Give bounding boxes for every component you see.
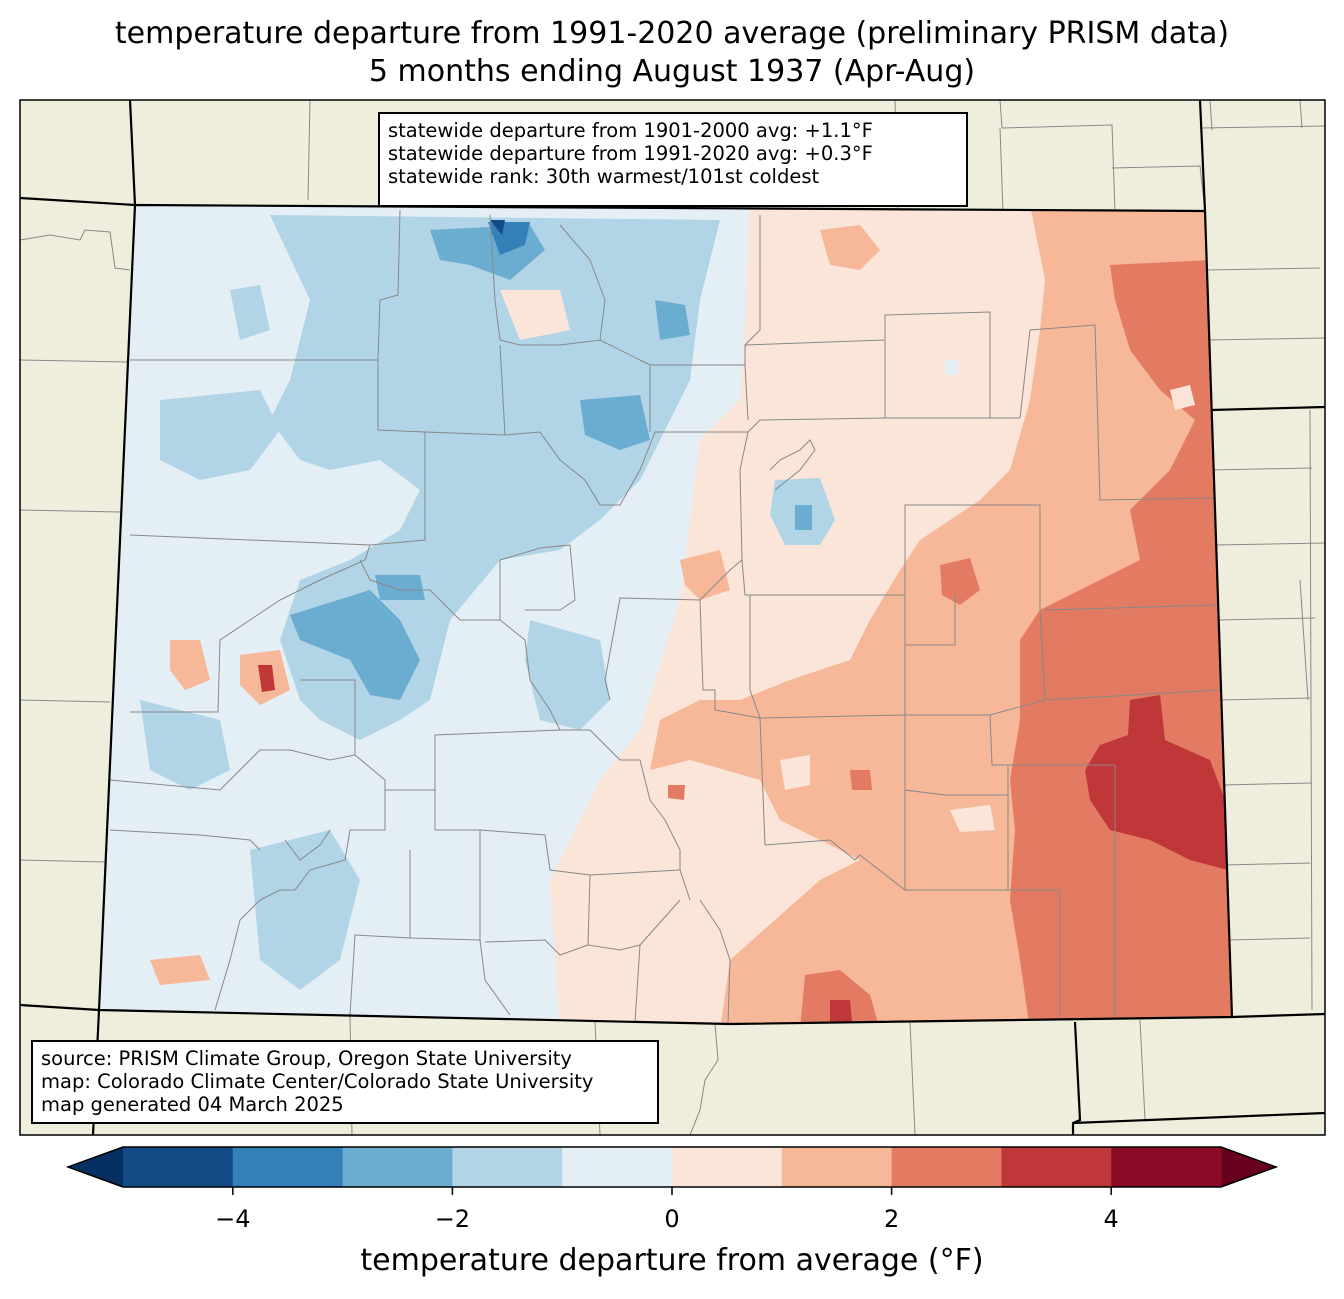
colorbar-tick-label: 4 bbox=[1103, 1205, 1119, 1233]
colorbar-bin-6 bbox=[781, 1147, 893, 1187]
map-title: temperature departure from 1991-2020 ave… bbox=[114, 16, 1230, 51]
map-frame bbox=[19, 99, 1326, 1136]
statewide-stats-box: statewide departure from 1901-2000 avg: … bbox=[378, 112, 968, 207]
colorbar-tick-label: −4 bbox=[215, 1205, 251, 1233]
credits-box: source: PRISM Climate Group, Oregon Stat… bbox=[31, 1040, 659, 1124]
colorbar-bin-7 bbox=[891, 1147, 1002, 1187]
stats-line-3: statewide rank: 30th warmest/101st colde… bbox=[388, 165, 820, 188]
colorbar-tick-label: 0 bbox=[664, 1205, 680, 1233]
temperature-anomaly-field bbox=[140, 205, 1232, 1024]
colorbar bbox=[65, 1146, 1279, 1195]
colorbar-outline bbox=[65, 1146, 1279, 1188]
stats-line-2: statewide departure from 1991-2020 avg: … bbox=[388, 142, 873, 165]
credits-line-3: map generated 04 March 2025 bbox=[41, 1093, 344, 1116]
state-boundaries bbox=[20, 100, 1325, 1135]
credits-line-2: map: Colorado Climate Center/Colorado St… bbox=[41, 1070, 594, 1093]
colorbar-bin-2 bbox=[342, 1147, 453, 1187]
stats-line-1: statewide departure from 1901-2000 avg: … bbox=[388, 119, 873, 142]
colorbar-bin-4 bbox=[562, 1147, 673, 1187]
colorbar-bin-5 bbox=[672, 1147, 783, 1187]
colorbar-tick-label: 2 bbox=[883, 1205, 900, 1233]
colorbar-bin-0 bbox=[123, 1147, 234, 1187]
credits-line-1: source: PRISM Climate Group, Oregon Stat… bbox=[41, 1047, 572, 1070]
colorbar-bin-3 bbox=[452, 1147, 563, 1187]
colorbar-label: temperature departure from average (°F) bbox=[360, 1243, 984, 1278]
colorbar-bin-1 bbox=[232, 1147, 344, 1187]
colorbar-bin-9 bbox=[1111, 1147, 1222, 1187]
colorbar-over-extension bbox=[1221, 1147, 1276, 1187]
colorbar-tick-label: −2 bbox=[434, 1205, 471, 1233]
map-subtitle: 5 months ending August 1937 (Apr-Aug) bbox=[368, 54, 976, 89]
colorado-county-lines bbox=[109, 209, 1221, 1024]
colorbar-bin-8 bbox=[1001, 1147, 1112, 1187]
colorbar-under-extension bbox=[68, 1147, 123, 1187]
